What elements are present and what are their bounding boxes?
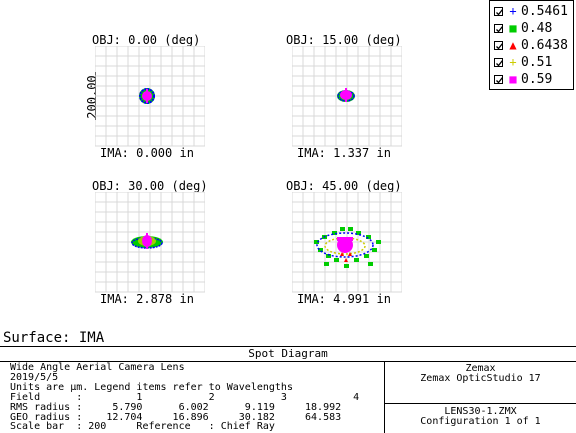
wavelength-legend: + 0.5461 ■ 0.48 ▲ 0.6438 + 0.51 ■ 0.59 <box>489 0 574 90</box>
ima-label: IMA: 1.337 in <box>297 146 391 160</box>
configuration: Configuration 1 of 1 <box>420 416 541 427</box>
file-name: LENS30-1.ZMX <box>444 406 517 417</box>
divider <box>0 361 576 362</box>
triangle-icon: ▲ <box>509 38 517 52</box>
spot-diagram-2 <box>95 192 205 293</box>
lens-title: Wide Angle Aerial Camera Lens <box>10 362 185 373</box>
legend-value: 0.48 <box>521 21 553 36</box>
obj-label: OBJ: 15.00 (deg) <box>286 33 402 47</box>
date: 2019/5/5 <box>10 372 59 383</box>
checkbox-icon[interactable] <box>494 58 504 67</box>
spot-diagram-0 <box>95 46 205 147</box>
plus-icon: + <box>509 4 517 18</box>
panel-title: Spot Diagram <box>248 347 328 360</box>
info-panel: Spot Diagram Wide Angle Aerial Camera Le… <box>0 346 576 433</box>
product: Zemax OpticStudio 17 <box>420 373 541 384</box>
obj-label: OBJ: 0.00 (deg) <box>92 33 201 47</box>
obj-label: OBJ: 45.00 (deg) <box>286 179 402 193</box>
legend-value: 0.5461 <box>521 4 568 19</box>
ima-label: IMA: 0.000 in <box>100 146 194 160</box>
legend-value: 0.51 <box>521 55 553 70</box>
geo-row: GEO radius : 12.704 16.896 30.182 64.583 <box>10 412 342 423</box>
ima-label: IMA: 4.991 in <box>297 292 391 306</box>
spot-diagram-3 <box>292 192 402 293</box>
legend-value: 0.6438 <box>521 38 568 53</box>
checkbox-icon[interactable] <box>494 41 504 50</box>
legend-value: 0.59 <box>521 72 553 87</box>
rms-row: RMS radius : 5.790 6.002 9.119 18.992 <box>10 402 342 413</box>
spot-diagram-1 <box>292 46 402 147</box>
surface-label: Surface: IMA <box>3 330 105 346</box>
units-note: Units are µm. Legend items refer to Wave… <box>10 382 293 393</box>
vendor: Zemax <box>465 363 496 374</box>
checkbox-icon[interactable] <box>494 75 504 84</box>
divider <box>384 361 385 433</box>
field-row: Field : 1 2 3 4 <box>10 392 360 403</box>
checkbox-icon[interactable] <box>494 7 504 16</box>
square-icon: ■ <box>509 21 517 35</box>
square-icon: ■ <box>509 72 517 86</box>
checkbox-icon[interactable] <box>494 24 504 33</box>
plus-icon: + <box>509 55 517 69</box>
obj-label: OBJ: 30.00 (deg) <box>92 179 208 193</box>
scale-row: Scale bar : 200 Reference : Chief Ray <box>10 421 275 432</box>
ima-label: IMA: 2.878 in <box>100 292 194 306</box>
divider <box>384 403 576 404</box>
